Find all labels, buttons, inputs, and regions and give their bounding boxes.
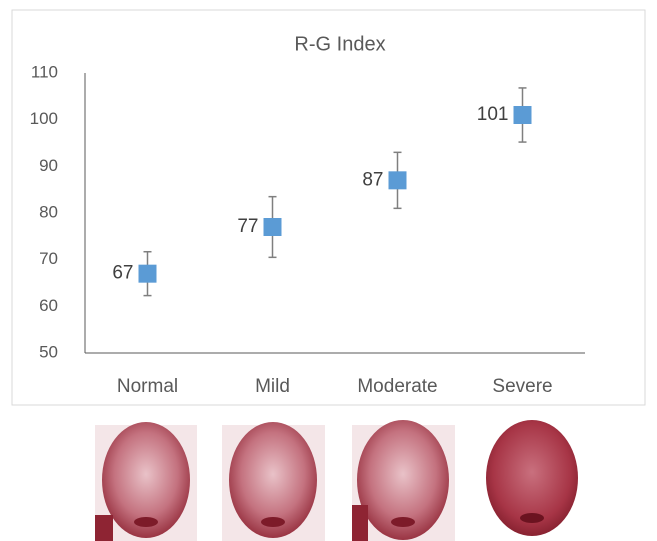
- marker: [139, 265, 157, 283]
- x-tick-label: Moderate: [357, 376, 437, 397]
- y-tick-label: 50: [39, 342, 58, 361]
- data-label: 101: [477, 104, 509, 125]
- x-tick-label: Normal: [117, 376, 178, 397]
- face-image: [352, 420, 455, 541]
- chart-frame: [12, 10, 645, 405]
- face-image: [222, 422, 325, 541]
- y-tick-label: 90: [39, 156, 58, 175]
- face-image: [482, 420, 582, 541]
- y-tick-label: 100: [30, 109, 58, 128]
- figure: R-G Index 50 60 70 80 90 100 110 Normal 67 Mild 77…: [0, 0, 657, 541]
- y-tick-label: 80: [39, 202, 58, 221]
- x-tick-label: Severe: [492, 376, 552, 397]
- y-tick-label: 70: [39, 249, 58, 268]
- data-label: 77: [237, 216, 258, 237]
- data-label: 67: [112, 263, 133, 284]
- y-tick-label: 60: [39, 296, 58, 315]
- marker: [264, 218, 282, 236]
- data-label: 87: [362, 169, 383, 190]
- face-images: [95, 420, 582, 541]
- face-image: [95, 422, 197, 541]
- x-tick-label: Mild: [255, 376, 290, 397]
- marker: [514, 106, 532, 124]
- marker: [389, 171, 407, 189]
- y-tick-label: 110: [31, 62, 58, 81]
- chart-title: R-G Index: [294, 33, 385, 55]
